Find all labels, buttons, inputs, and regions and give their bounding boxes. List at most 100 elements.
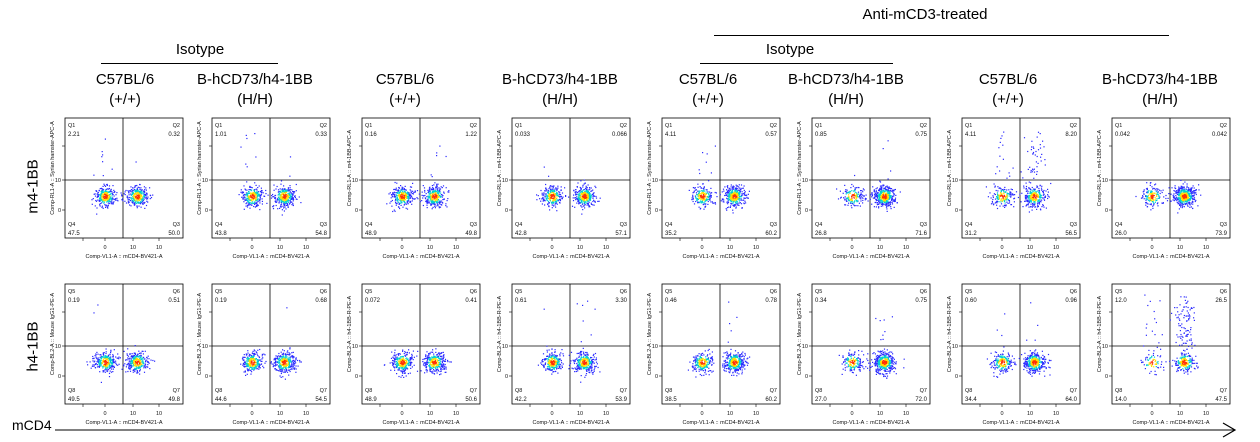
event-dot xyxy=(743,193,745,195)
event-dot xyxy=(441,187,443,189)
event-dot xyxy=(590,194,592,196)
event-dot xyxy=(294,191,296,193)
event-dot xyxy=(145,189,147,191)
event-dot xyxy=(1173,196,1175,198)
event-dot xyxy=(1182,203,1185,205)
event-dot xyxy=(875,198,877,200)
event-dot xyxy=(439,145,441,147)
event-dot xyxy=(736,190,738,192)
event-dot xyxy=(840,197,842,199)
event-dot xyxy=(545,187,547,189)
event-dot xyxy=(440,194,442,196)
event-dot xyxy=(437,189,439,191)
event-dot xyxy=(292,191,294,193)
event-dot xyxy=(406,192,408,194)
event-dot xyxy=(289,156,292,158)
event-dot xyxy=(878,203,880,205)
event-dot xyxy=(1002,196,1004,198)
event-dot xyxy=(1191,187,1193,189)
event-dot xyxy=(127,202,129,204)
event-dot xyxy=(558,191,560,193)
event-dot xyxy=(553,185,555,187)
event-dot xyxy=(246,181,248,183)
event-dot xyxy=(889,191,891,193)
event-dot xyxy=(110,188,112,190)
event-dot xyxy=(438,193,440,195)
event-dot xyxy=(1030,201,1033,203)
event-dot xyxy=(739,193,741,195)
event-dot xyxy=(102,194,104,196)
event-dot xyxy=(396,197,398,199)
event-dot xyxy=(996,166,998,168)
event-dot xyxy=(1193,192,1195,194)
event-dot xyxy=(583,202,585,204)
event-dot xyxy=(708,197,710,199)
event-dot xyxy=(714,202,716,204)
event-dot xyxy=(886,198,888,200)
event-dot xyxy=(1167,197,1169,199)
event-dot xyxy=(879,180,881,182)
event-dot xyxy=(855,198,857,200)
event-dot xyxy=(1175,187,1177,190)
event-dot xyxy=(887,195,889,197)
event-dot xyxy=(706,199,708,201)
event-dot xyxy=(134,196,136,198)
event-dot xyxy=(699,197,701,199)
event-dot xyxy=(1028,206,1030,208)
event-dot xyxy=(1146,182,1148,184)
event-dot xyxy=(592,189,594,191)
event-dot xyxy=(886,196,888,198)
event-dot xyxy=(545,188,547,190)
event-dot xyxy=(1180,193,1182,195)
event-dot xyxy=(99,360,101,362)
event-dot xyxy=(1002,199,1004,201)
event-dot xyxy=(1151,196,1153,198)
event-dot xyxy=(422,185,424,187)
event-dot xyxy=(398,192,400,194)
event-dot xyxy=(994,193,996,196)
event-dot xyxy=(587,203,589,205)
event-dot xyxy=(139,191,142,193)
event-dot xyxy=(283,200,285,202)
quadrant-name: Q4 xyxy=(365,222,372,228)
event-dot xyxy=(727,192,729,194)
event-dot xyxy=(430,174,432,176)
event-dot xyxy=(1154,196,1156,198)
quadrant-value: 2.21 xyxy=(68,132,80,138)
event-dot xyxy=(408,199,410,201)
event-dot xyxy=(894,199,896,201)
event-dot xyxy=(131,191,134,193)
event-dot xyxy=(741,207,743,209)
event-dot xyxy=(114,191,116,193)
event-dot xyxy=(248,191,250,193)
event-dot xyxy=(587,184,589,186)
event-dot xyxy=(874,197,876,199)
event-dot xyxy=(1178,191,1180,193)
event-dot xyxy=(999,205,1001,207)
event-dot xyxy=(738,197,740,199)
event-dot xyxy=(878,197,881,199)
event-dot xyxy=(876,194,878,197)
event-dot xyxy=(295,183,297,186)
event-dot xyxy=(278,202,280,204)
event-dot xyxy=(136,207,138,209)
event-dot xyxy=(290,198,292,200)
event-dot xyxy=(597,200,599,202)
event-dot xyxy=(252,197,254,199)
event-dot xyxy=(1184,181,1186,183)
event-dot xyxy=(280,180,283,182)
event-dot xyxy=(550,195,552,198)
event-dot xyxy=(100,187,102,189)
event-dot xyxy=(877,202,879,204)
event-dot xyxy=(101,206,103,208)
event-dot xyxy=(1030,182,1032,184)
event-dot xyxy=(283,196,285,198)
event-dot xyxy=(1157,191,1159,193)
event-dot xyxy=(1162,202,1164,204)
event-dot xyxy=(283,201,285,203)
event-dot xyxy=(855,193,858,195)
event-dot xyxy=(135,190,137,192)
event-dot xyxy=(888,193,890,195)
event-dot xyxy=(741,207,743,209)
